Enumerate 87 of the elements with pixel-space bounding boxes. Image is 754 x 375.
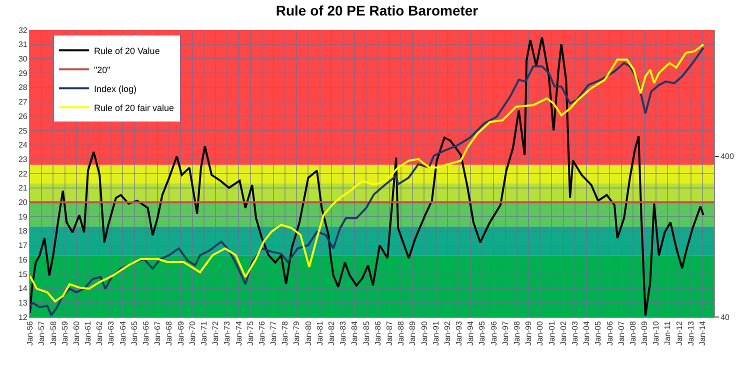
y-tick-label: 27 <box>18 98 28 107</box>
x-tick-label: Jan-80 <box>304 320 313 346</box>
x-tick-label: Jan-92 <box>442 320 452 346</box>
x-tick-label: Jan-08 <box>628 320 638 346</box>
y-tick-label: 23 <box>18 154 28 164</box>
x-tick-label: Jan-59 <box>60 320 70 346</box>
x-tick-label: Jan-82 <box>327 320 336 346</box>
x-tick-label: Jan-56 <box>26 320 35 346</box>
x-tick-label: Jan-58 <box>48 320 58 346</box>
x-tick-label: Jan-84 <box>350 320 360 346</box>
x-tick-label: Jan-62 <box>95 320 104 346</box>
x-tick-label: Jan-88 <box>396 320 406 346</box>
x-tick-label: Jan-68 <box>164 320 174 346</box>
x-tick-label: Jan-69 <box>176 320 186 346</box>
x-tick-label: Jan-94 <box>466 320 476 346</box>
y-tick-label: 13 <box>18 298 28 308</box>
x-tick-label: Jan-89 <box>408 320 418 346</box>
x-tick-label: Jan-13 <box>686 320 696 346</box>
y2-tick-label: 40 <box>720 312 730 322</box>
x-tick-label: Jan-61 <box>84 320 93 346</box>
x-tick-label: Jan-09 <box>640 320 650 346</box>
x-tick-label: Jan-66 <box>142 320 151 346</box>
x-tick-label: Jan-71 <box>200 320 208 346</box>
x-tick-label: Jan-91 <box>431 320 440 346</box>
x-tick-label: Jan-97 <box>500 320 510 346</box>
y-tick-label: 30 <box>18 54 28 64</box>
x-tick-label: Jan-79 <box>292 320 302 346</box>
y-tick-label: 26 <box>18 112 28 121</box>
x-tick-label: Jan-04 <box>582 320 592 346</box>
legend-label: Rule of 20 fair value <box>94 102 174 113</box>
x-tick-label: Jan-93 <box>454 320 464 346</box>
legend-label: Rule of 20 Value <box>94 46 160 56</box>
x-tick-label: Jan-76 <box>257 320 266 346</box>
x-tick-label: Jan-06 <box>605 320 614 346</box>
x-tick-label: Jan-01 <box>547 320 556 346</box>
y2-tick-label: 400 <box>720 152 734 162</box>
x-tick-label: Jan-12 <box>674 320 684 346</box>
y-tick-label: 18 <box>18 226 28 236</box>
y-tick-label: 17 <box>18 241 28 250</box>
x-tick-label: Jan-67 <box>153 320 162 346</box>
chart-title: Rule of 20 PE Ratio Barometer <box>276 2 479 18</box>
x-tick-label: Jan-02 <box>558 320 568 346</box>
y-tick-label: 20 <box>18 198 28 207</box>
x-tick-label: Jan-72 <box>211 320 220 346</box>
y-tick-label: 15 <box>18 270 28 279</box>
x-tick-label: Jan-60 <box>72 320 81 346</box>
y-tick-label: 21 <box>18 184 28 193</box>
x-tick-label: Jan-87 <box>384 320 394 346</box>
y-tick-label: 28 <box>18 83 28 92</box>
y-tick-label: 31 <box>18 40 28 50</box>
x-tick-label: Jan-00 <box>536 320 545 346</box>
x-tick-label: Jan-11 <box>663 320 672 346</box>
x-tick-label: Jan-10 <box>652 320 661 346</box>
x-tick-label: Jan-70 <box>188 320 197 346</box>
y-tick-label: 19 <box>18 212 28 222</box>
x-tick-label: Jan-74 <box>234 320 244 346</box>
y-tick-label: 24 <box>18 140 28 150</box>
x-tick-label: Jan-73 <box>222 320 232 346</box>
x-tick-label: Jan-99 <box>524 320 534 346</box>
x-tick-label: Jan-81 <box>315 320 324 346</box>
y-tick-label: 16 <box>18 255 28 264</box>
x-tick-label: Jan-63 <box>106 320 116 346</box>
x-tick-label: Jan-96 <box>489 320 498 346</box>
x-tick-label: Jan-07 <box>616 320 626 346</box>
x-tick-label: Jan-57 <box>37 320 46 346</box>
x-tick-label: Jan-95 <box>478 320 487 346</box>
legend-label: Index (log) <box>94 84 136 94</box>
x-tick-label: Jan-77 <box>269 320 278 346</box>
x-tick-label: Jan-65 <box>130 320 139 346</box>
x-tick-label: Jan-98 <box>512 320 522 346</box>
x-tick-label: Jan-85 <box>362 320 371 346</box>
x-tick-label: Jan-86 <box>373 320 382 346</box>
x-tick-label: Jan-78 <box>280 320 290 346</box>
x-tick-label: Jan-83 <box>338 320 348 346</box>
legend-label: "20" <box>94 64 110 75</box>
y-tick-label: 14 <box>18 284 28 294</box>
x-tick-label: Jan-64 <box>118 320 128 346</box>
x-tick-label: Jan-75 <box>246 320 255 346</box>
x-tick-label: Jan-90 <box>420 320 429 346</box>
y-tick-label: 25 <box>18 126 28 136</box>
y-tick-label: 29 <box>18 68 28 78</box>
x-tick-label: Jan-05 <box>594 320 603 346</box>
y-tick-label: 32 <box>18 26 28 35</box>
x-tick-label: Jan-14 <box>698 320 708 346</box>
x-tick-label: Jan-03 <box>570 320 580 346</box>
y-tick-label: 12 <box>18 312 28 322</box>
y-tick-label: 22 <box>18 169 28 178</box>
